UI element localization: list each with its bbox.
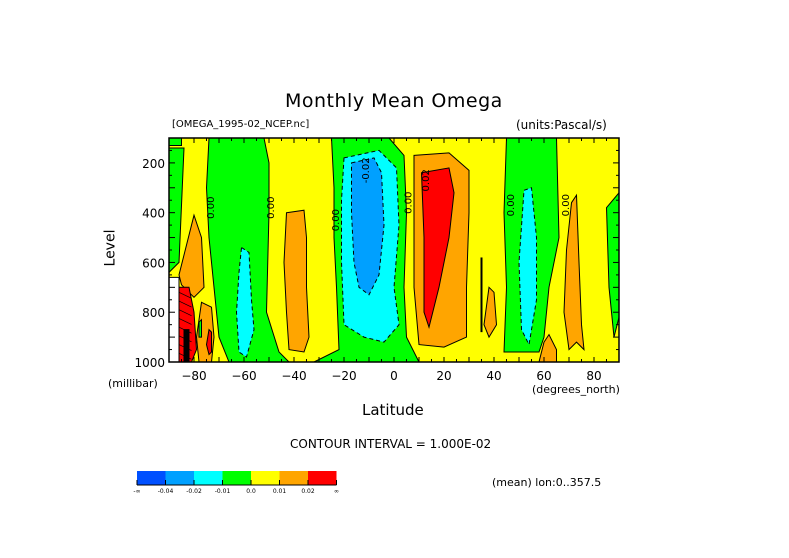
colorbar-swatch (194, 471, 223, 485)
averaging-label: (mean) lon:0..357.5 (492, 476, 602, 489)
source-file-label: [OMEGA_1995-02_NCEP.nc] (172, 119, 310, 130)
colorbar-label: -0.01 (215, 488, 231, 495)
contour-interval-label: CONTOUR INTERVAL = 1.000E-02 (290, 437, 492, 451)
axis-ticks: −80 −60 −40 −20 0 20 40 60 80 200 400 600 800 1000 (134, 137, 620, 383)
colorbar-swatch (165, 471, 194, 485)
contour-label: 0.00 (506, 194, 517, 216)
contour-line-dense (178, 352, 192, 360)
contour-label: 0.00 (561, 194, 572, 216)
x-tick-label: 40 (486, 369, 501, 383)
colorbar-label: -0.04 (158, 488, 174, 495)
contour-line-dense (178, 318, 192, 325)
x-axis-unit: (degrees_north) (532, 383, 620, 396)
contour-label: 0.02 (421, 169, 432, 191)
colorbar-label: 0.0 (246, 488, 256, 495)
y-axis-unit: (millibar) (108, 377, 158, 390)
colorbar-swatch (222, 471, 251, 485)
x-tick-label: 80 (586, 369, 601, 383)
colorbar-label: -∞ (133, 488, 140, 495)
units-label: (units:Pascal/s) (516, 118, 607, 132)
chart-title: Monthly Mean Omega (285, 90, 503, 112)
contour-label: 0.00 (206, 197, 217, 219)
y-tick-label: 200 (142, 157, 165, 171)
contour-label: -0.02 (361, 157, 372, 183)
contour-regions (168, 137, 620, 363)
colorbar-swatch (137, 471, 166, 485)
contour-label: 0.00 (404, 192, 415, 214)
y-tick-label: 800 (142, 306, 165, 320)
colorbar-swatch (251, 471, 280, 485)
region-green-77S (198, 318, 202, 338)
contour-line-dense (178, 344, 192, 351)
colorbar: -∞ -0.04 -0.02 -0.01 0.0 0.01 0.02 ∞ (133, 471, 339, 495)
x-tick-label: 60 (536, 369, 551, 383)
x-axis-label: Latitude (362, 401, 424, 419)
x-tick-label: 20 (436, 369, 451, 383)
colorbar-label: -0.02 (186, 488, 202, 495)
x-tick-label: −60 (231, 369, 256, 383)
region-cyan-55N (518, 187, 537, 347)
contour-line-dense (178, 300, 192, 308)
y-tick-label: 400 (142, 207, 165, 221)
contour-labels: 0.00 0.00 0.00 -0.02 0.00 0.02 0.00 0.00 (206, 157, 572, 231)
region-orange-40S (283, 209, 310, 353)
region-red-73S (205, 328, 212, 356)
contour-line-dense (178, 335, 192, 343)
colorbar-label: ∞ (334, 488, 339, 495)
contour-line-dense (178, 291, 192, 299)
region-blue-equator (351, 157, 385, 296)
region-orange-60N-sfc (538, 333, 557, 363)
region-cyan-60S (235, 246, 255, 358)
x-tick-label: 0 (390, 369, 398, 383)
colorbar-label: 0.02 (301, 488, 315, 495)
x-tick-label: −20 (331, 369, 356, 383)
contour-line-dense (178, 326, 192, 334)
x-tick-label: −40 (281, 369, 306, 383)
region-green-90N (605, 191, 620, 338)
contour-line-dense (178, 309, 192, 317)
colorbar-label: 0.01 (273, 488, 287, 495)
y-tick-label: 1000 (134, 356, 165, 370)
region-green-top-left (168, 137, 182, 146)
contour-label: 0.00 (331, 209, 342, 231)
colorbar-swatch (308, 471, 337, 485)
region-orange-80S (178, 213, 205, 299)
x-tick-label: −80 (181, 369, 206, 383)
region-red-20N (420, 167, 455, 329)
colorbar-swatch (279, 471, 308, 485)
contour-label: 0.00 (266, 197, 277, 219)
y-tick-label: 600 (142, 256, 165, 270)
region-orange-75N (563, 193, 585, 351)
region-orange-38N (483, 286, 498, 339)
